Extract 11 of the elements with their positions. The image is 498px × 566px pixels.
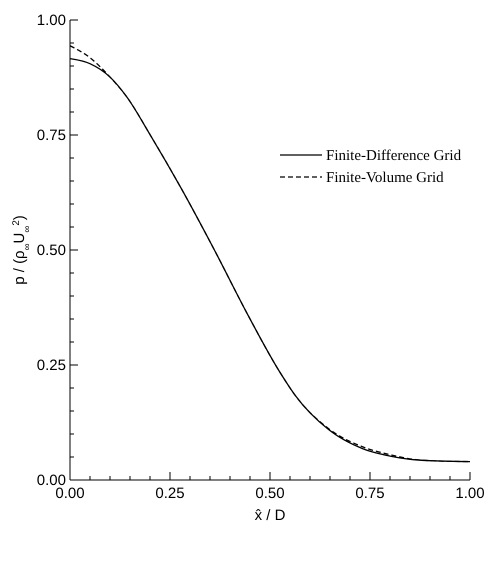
x-tick-label: 0.75 bbox=[355, 485, 385, 502]
y-tick-label: 1.00 bbox=[36, 12, 66, 29]
x-tick-label: 0.25 bbox=[155, 485, 185, 502]
x-tick-label: 1.00 bbox=[455, 485, 485, 502]
y-tick-label: 0.50 bbox=[36, 242, 66, 259]
legend-label: Finite-Volume Grid bbox=[326, 170, 444, 186]
x-axis-title: x̂ / D bbox=[254, 507, 286, 524]
legend-label: Finite-Difference Grid bbox=[326, 148, 462, 164]
y-tick-label: 0.75 bbox=[36, 127, 66, 144]
x-tick-label: 0.50 bbox=[255, 485, 285, 502]
y-tick-label: 0.25 bbox=[36, 357, 66, 374]
